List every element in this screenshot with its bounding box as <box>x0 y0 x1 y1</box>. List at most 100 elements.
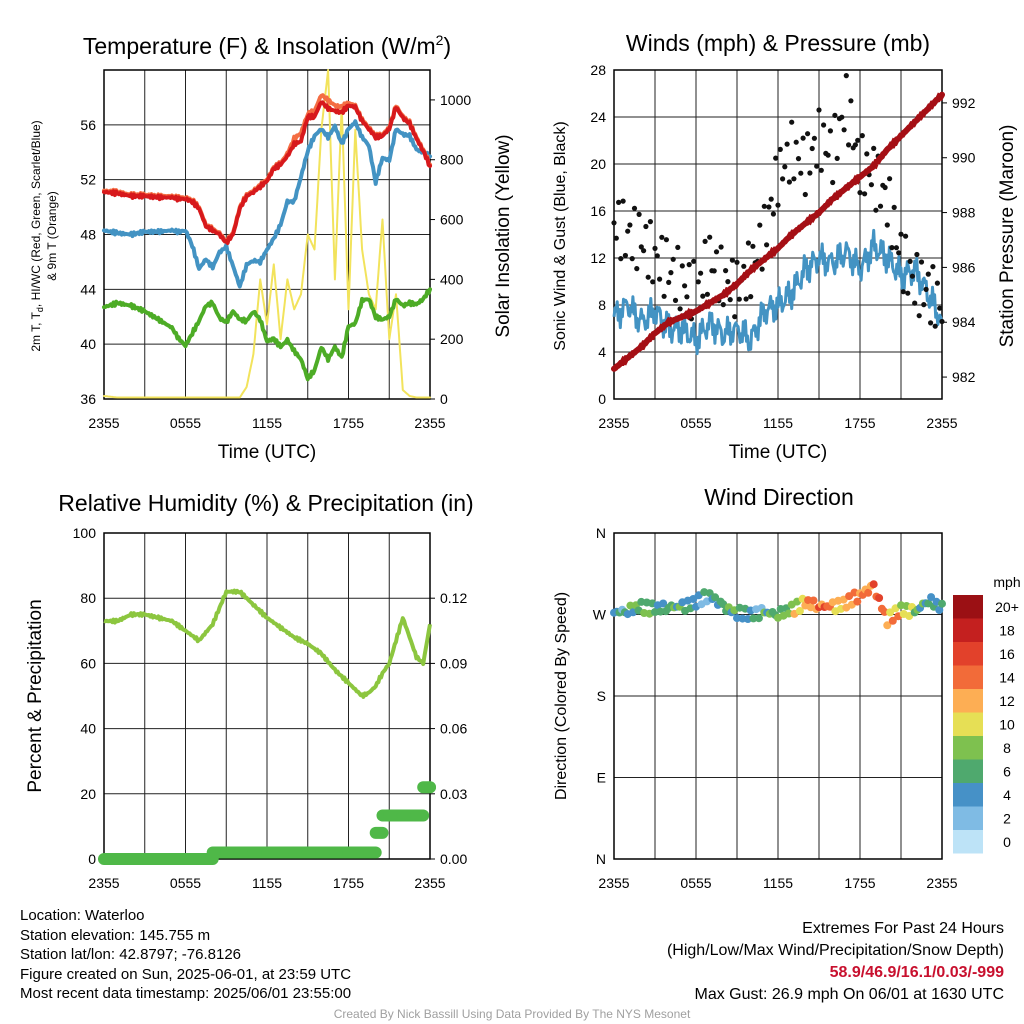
gust-point <box>725 279 731 285</box>
direction-point <box>935 606 944 614</box>
gust-point <box>761 203 767 209</box>
gust-point <box>786 179 793 185</box>
gust-point <box>745 240 752 246</box>
gust-point <box>843 73 849 79</box>
legend-label: 16 <box>999 646 1015 662</box>
series-line-red <box>102 100 432 245</box>
legend-label: 4 <box>1003 787 1011 803</box>
gust-point <box>852 142 859 148</box>
y-tick-label: 16 <box>590 203 606 219</box>
legend-swatch <box>953 759 983 783</box>
gust-point <box>782 164 788 170</box>
direction-point <box>809 596 818 605</box>
gust-point <box>748 294 754 300</box>
gust-point <box>777 146 783 152</box>
gust-point <box>734 259 740 265</box>
gust-point <box>934 280 941 286</box>
y2-tick-label: 984 <box>952 314 976 330</box>
gust-point <box>814 163 820 169</box>
x-tick-label: 1755 <box>844 415 875 431</box>
y-tick-label: E <box>597 770 606 786</box>
series-line-green <box>102 287 432 382</box>
y2-tick-label: 988 <box>952 205 976 221</box>
x-tick-label: 1755 <box>333 415 364 431</box>
dir-ylabel: Direction (Colored By Speed) <box>553 592 570 800</box>
gust-point <box>827 128 834 134</box>
gust-point <box>686 262 692 268</box>
gust-point <box>939 318 945 325</box>
gust-point <box>647 219 654 225</box>
y2-tick-label: 992 <box>952 95 976 111</box>
y2-tick-label: 982 <box>952 369 976 385</box>
gust-point <box>729 257 736 263</box>
y-tick-label: 20 <box>590 156 606 172</box>
gust-point <box>672 297 679 303</box>
dir-panel-title: Wind Direction <box>704 484 854 510</box>
y-tick-label: N <box>596 851 606 867</box>
x-tick-label: 1155 <box>763 415 793 431</box>
gust-point <box>877 203 884 209</box>
direction-point <box>864 588 873 597</box>
x-tick-label: 1755 <box>333 875 364 891</box>
gust-point <box>652 245 658 251</box>
direction-point <box>927 593 936 602</box>
legend-label: 6 <box>1003 764 1011 780</box>
panel-dir: N E S W N 2355 0555 1155 1755 2355 <box>593 525 958 891</box>
y2-tick-label: 0.06 <box>440 721 467 737</box>
credit-line: Created By Nick Bassill Using Data Provi… <box>333 1007 691 1021</box>
gust-point <box>800 135 806 141</box>
gust-point <box>631 205 638 211</box>
direction-point <box>938 599 946 608</box>
gust-point <box>855 137 861 143</box>
gust-point <box>918 259 925 265</box>
gust-point <box>816 107 822 113</box>
gust-point <box>818 167 824 173</box>
gust-point <box>932 323 938 329</box>
direction-point <box>869 580 878 589</box>
y2-tick-label: 0.03 <box>440 786 467 802</box>
y-tick-label: 80 <box>80 590 96 606</box>
x-tick-label: 2355 <box>88 875 119 891</box>
gust-point <box>727 297 733 303</box>
gust-point <box>937 305 943 311</box>
y-tick-label: 12 <box>590 250 606 266</box>
gust-point <box>675 244 681 250</box>
x-tick-label: 2355 <box>598 875 629 891</box>
panel-wind: 0 4 8 12 16 20 24 28 982 984 986 988 990 992 2355 0555 1… <box>590 62 975 431</box>
direction-point <box>711 593 720 602</box>
gust-point <box>663 237 670 243</box>
gust-point <box>900 289 906 295</box>
gust-point <box>930 264 936 270</box>
gust-point <box>914 251 920 258</box>
y2-tick-label: 0.09 <box>440 655 467 671</box>
gust-point <box>912 300 918 306</box>
gust-point <box>841 127 847 133</box>
gust-point <box>896 250 902 256</box>
direction-point <box>853 597 862 606</box>
gust-point <box>684 294 690 300</box>
gust-point <box>905 290 911 296</box>
y-tick-label: W <box>593 607 607 623</box>
legend-swatch <box>953 712 983 736</box>
rh-ylabel: Percent & Precipitation <box>25 599 46 792</box>
gust-point <box>884 222 890 228</box>
gust-point <box>868 182 875 188</box>
gust-point <box>891 204 897 210</box>
legend-label: 10 <box>999 717 1015 733</box>
gust-point <box>634 266 640 272</box>
max-gust: Max Gust: 26.9 mph On 06/01 at 1630 UTC <box>694 986 1005 1003</box>
gust-point <box>661 293 667 299</box>
x-tick-label: 2355 <box>88 415 119 431</box>
gust-point <box>907 258 913 264</box>
wind-panel-title: Winds (mph) & Pressure (mb) <box>626 30 930 56</box>
y-tick-label: 24 <box>590 109 606 125</box>
y2-tick-label: 0.12 <box>440 590 467 606</box>
legend-label: 14 <box>999 670 1015 686</box>
gust-point <box>770 211 777 217</box>
station-elevation: Station elevation: 145.755 m <box>20 926 211 944</box>
x-tick-label: 2355 <box>926 875 957 891</box>
y2-tick-label: 0 <box>440 391 448 407</box>
gust-point <box>859 133 865 139</box>
gust-point <box>691 258 697 264</box>
gust-point <box>682 283 688 289</box>
